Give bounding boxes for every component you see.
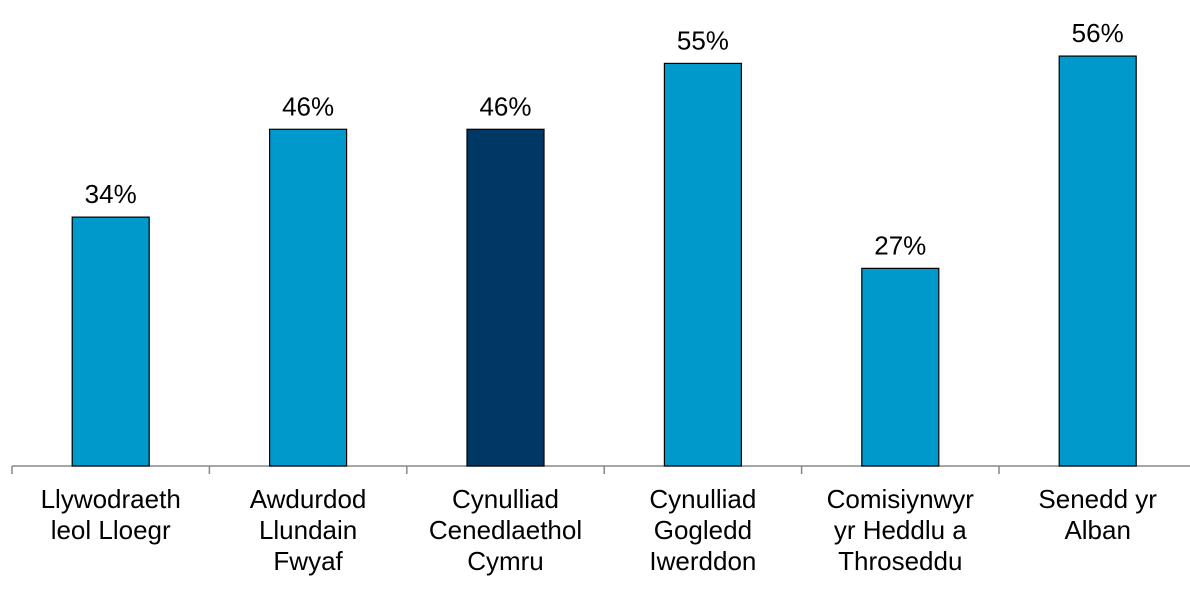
value-label: 55% — [677, 25, 729, 55]
bar — [466, 128, 545, 467]
value-label: 46% — [282, 91, 334, 121]
x-tick-label: Awdurdod Llundain Fwyaf — [249, 484, 367, 576]
x-tick-label: Llywodraeth leol Lloegr — [40, 484, 181, 545]
bar — [861, 267, 940, 467]
bar — [663, 62, 743, 467]
value-label: 34% — [85, 179, 137, 209]
bar — [269, 128, 348, 467]
x-tick-label: Cynulliad Gogledd Iwerddon — [649, 484, 757, 576]
bar — [1058, 55, 1137, 467]
bar — [71, 216, 150, 467]
value-label: 56% — [1072, 18, 1124, 48]
x-tick-label: Comisiynwyr yr Heddlu a Throseddu — [826, 484, 974, 576]
value-label: 46% — [479, 91, 531, 121]
x-tick-label: Senedd yr Alban — [1038, 484, 1157, 545]
x-tick-label: Cynulliad Cenedlaethol Cymru — [428, 484, 583, 576]
value-label: 27% — [874, 230, 926, 260]
